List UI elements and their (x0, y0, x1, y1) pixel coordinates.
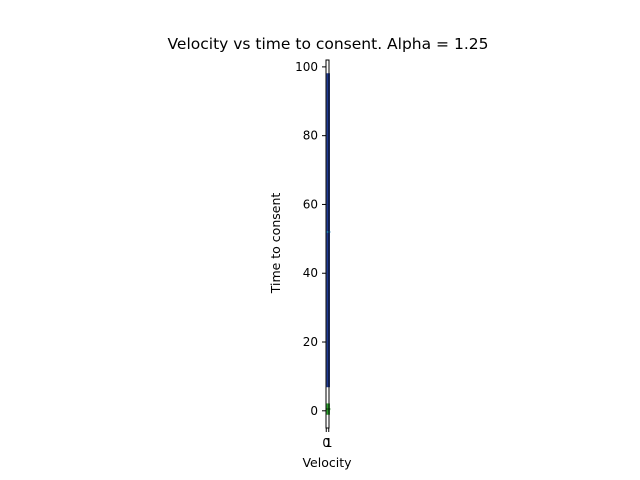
y-axis-label: Time to consent (268, 193, 283, 295)
x-tick-label-0: 0 (322, 436, 330, 450)
y-tick-label-100: 100 (295, 60, 318, 74)
y-tick-label-80: 80 (303, 129, 318, 143)
plot-area (326, 73, 331, 415)
x-axis: 01 (322, 428, 333, 450)
x-tick-label-1: 1 (325, 436, 333, 450)
y-tick-label-40: 40 (303, 266, 318, 280)
y-axis: 0 20 40 60 80 100 (295, 60, 326, 418)
axes-frame (325, 59, 330, 429)
y-tick-label-0: 0 (310, 404, 318, 418)
chart-title: Velocity vs time to consent. Alpha = 1.2… (168, 35, 489, 53)
y-tick-label-20: 20 (303, 335, 318, 349)
y-tick-label-60: 60 (303, 197, 318, 211)
x-axis-label: Velocity (302, 455, 352, 470)
